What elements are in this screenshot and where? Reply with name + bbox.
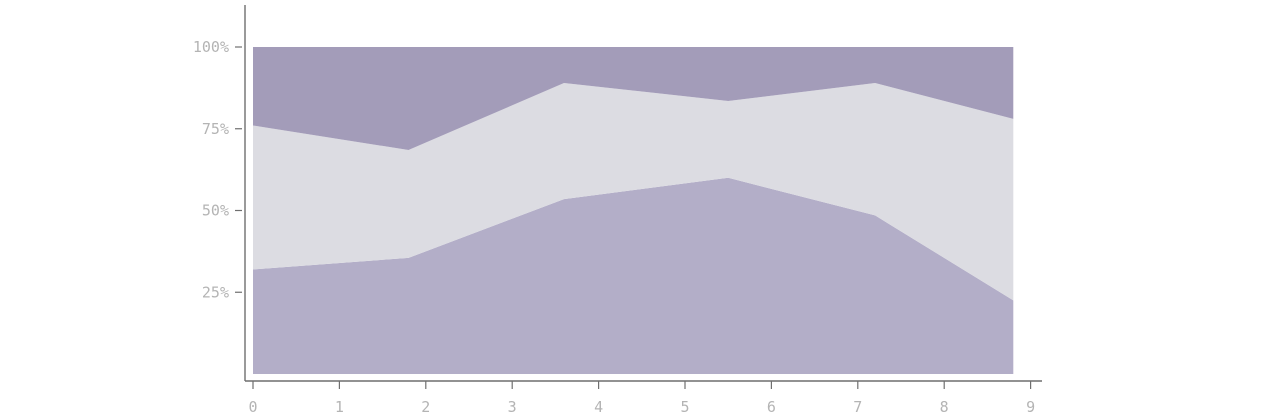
x-tick-label: 8: [940, 398, 949, 416]
y-tick-label: 100%: [193, 38, 229, 56]
x-tick-label: 9: [1026, 398, 1035, 416]
area-series-3: [253, 47, 1014, 150]
y-axis-ticks: 25% 50% 75% 100%: [193, 38, 242, 301]
x-tick-label: 0: [248, 398, 257, 416]
y-tick-label: 25%: [202, 283, 229, 301]
x-tick-label: 4: [594, 398, 603, 416]
x-tick-label: 5: [680, 398, 689, 416]
y-tick-label: 75%: [202, 120, 229, 138]
y-tick-label: 50%: [202, 202, 229, 220]
x-tick-label: 1: [335, 398, 344, 416]
x-axis-ticks: 0 1 2 3 4 5 6 7 8 9: [248, 381, 1035, 416]
x-tick-label: 3: [508, 398, 517, 416]
area-series-1: [253, 177, 1014, 374]
x-tick-label: 2: [421, 398, 430, 416]
axes: [244, 5, 1042, 382]
area-layers: [253, 47, 1014, 374]
area-series-2: [253, 83, 1014, 301]
x-tick-label: 7: [853, 398, 862, 416]
x-tick-label: 6: [767, 398, 776, 416]
